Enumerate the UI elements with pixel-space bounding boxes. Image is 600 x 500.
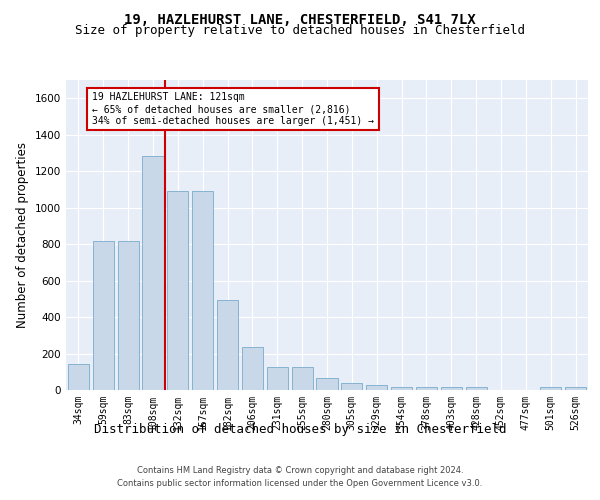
Bar (217, 300, 238, 390)
Bar (316, 378, 338, 390)
Bar (391, 388, 412, 390)
Text: Contains HM Land Registry data © Crown copyright and database right 2024.: Contains HM Land Registry data © Crown c… (137, 466, 463, 475)
Bar (118, 242, 139, 390)
Bar (167, 191, 188, 390)
Bar (466, 388, 487, 390)
Bar (565, 388, 586, 390)
Bar (292, 367, 313, 390)
Bar (93, 242, 114, 390)
Text: Size of property relative to detached houses in Chesterfield: Size of property relative to detached ho… (75, 24, 525, 37)
Text: Distribution of detached houses by size in Chesterfield: Distribution of detached houses by size … (94, 422, 506, 436)
Text: Contains public sector information licensed under the Open Government Licence v3: Contains public sector information licen… (118, 479, 482, 488)
Y-axis label: Number of detached properties: Number of detached properties (16, 142, 29, 328)
Bar (441, 388, 462, 390)
Bar (192, 191, 213, 390)
Bar (540, 388, 561, 390)
Bar (416, 388, 437, 390)
Bar (341, 383, 362, 390)
Text: 19, HAZLEHURST LANE, CHESTERFIELD, S41 7LX: 19, HAZLEHURST LANE, CHESTERFIELD, S41 7… (124, 12, 476, 26)
Bar (142, 156, 164, 390)
Text: 19 HAZLEHURST LANE: 121sqm
← 65% of detached houses are smaller (2,816)
34% of s: 19 HAZLEHURST LANE: 121sqm ← 65% of deta… (92, 92, 374, 126)
Bar (366, 385, 387, 390)
Bar (68, 364, 89, 390)
Bar (242, 347, 263, 390)
Bar (267, 367, 288, 390)
